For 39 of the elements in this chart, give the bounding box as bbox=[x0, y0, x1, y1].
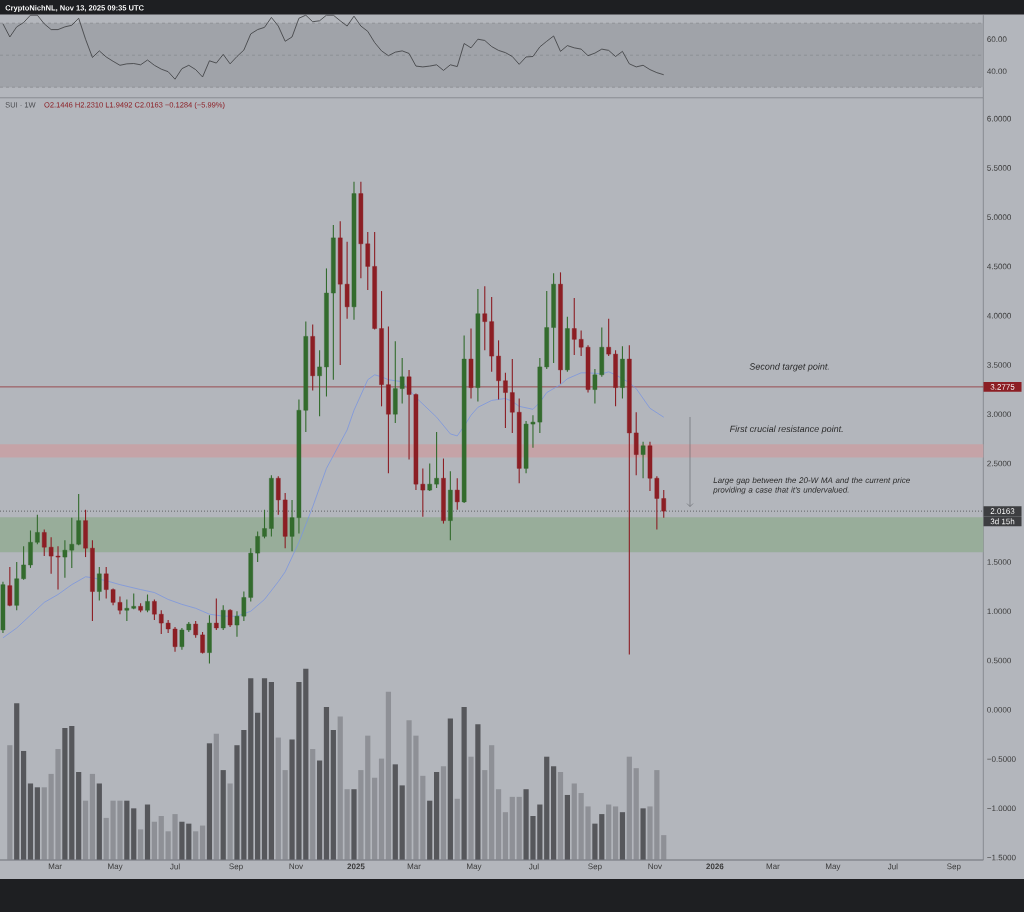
ref-line-label: 3.2775 bbox=[990, 384, 1015, 390]
x-tick-label: Mar bbox=[48, 863, 62, 870]
y-tick-label: 1.5000 bbox=[987, 559, 1012, 565]
x-tick-label: Sep bbox=[947, 863, 961, 871]
x-tick-label: Sep bbox=[229, 863, 243, 871]
x-tick-label: May bbox=[825, 863, 841, 871]
x-tick-label: Jul bbox=[170, 863, 180, 870]
x-tick-label: Mar bbox=[766, 863, 780, 870]
text: 3d 15h bbox=[990, 518, 1015, 525]
x-tick-label: May bbox=[467, 863, 482, 871]
y-tick-label: 0.0000 bbox=[987, 706, 1012, 713]
x-tick-label: 2026 bbox=[706, 863, 724, 870]
annotation: First crucial resistance point. bbox=[729, 425, 843, 434]
y-tick-label: −1.5000 bbox=[987, 854, 1016, 861]
y-tick-label: 60.00 bbox=[987, 36, 1007, 43]
y-tick-label: 40.00 bbox=[987, 68, 1007, 75]
y-tick-label: −0.5000 bbox=[987, 756, 1016, 762]
y-tick-label: 3.5000 bbox=[987, 362, 1012, 368]
annotation: Large gap between the 20-W MA and the current price providing a case that it's undervalued. bbox=[713, 477, 910, 495]
y-tick-label: 2.5000 bbox=[987, 460, 1012, 467]
x-tick-label: Sep bbox=[588, 863, 602, 871]
x-tick-label: Nov bbox=[648, 863, 662, 870]
ref-line-label: 2.0163 bbox=[990, 508, 1015, 514]
y-tick-label: 5.5000 bbox=[987, 165, 1012, 171]
y-tick-label: 6.0000 bbox=[987, 115, 1012, 122]
y-tick-label: 4.5000 bbox=[987, 263, 1012, 270]
annotation: Second target point. bbox=[749, 363, 829, 372]
y-tick-label: −1.0000 bbox=[987, 805, 1016, 812]
y-tick-label: 5.0000 bbox=[987, 214, 1012, 221]
x-tick-label: Jul bbox=[528, 863, 539, 870]
y-tick-label: 0.5000 bbox=[987, 657, 1012, 664]
y-tick-label: 1.0000 bbox=[987, 608, 1012, 615]
x-tick-label: May bbox=[108, 863, 123, 871]
x-tick-label: Jul bbox=[887, 863, 898, 870]
x-tick-label: Nov bbox=[289, 863, 304, 870]
x-tick-label: 2025 bbox=[347, 863, 365, 870]
y-tick-label: 4.0000 bbox=[987, 312, 1012, 319]
y-tick-label: 3.0000 bbox=[987, 411, 1012, 418]
x-tick-label: Mar bbox=[407, 863, 421, 870]
